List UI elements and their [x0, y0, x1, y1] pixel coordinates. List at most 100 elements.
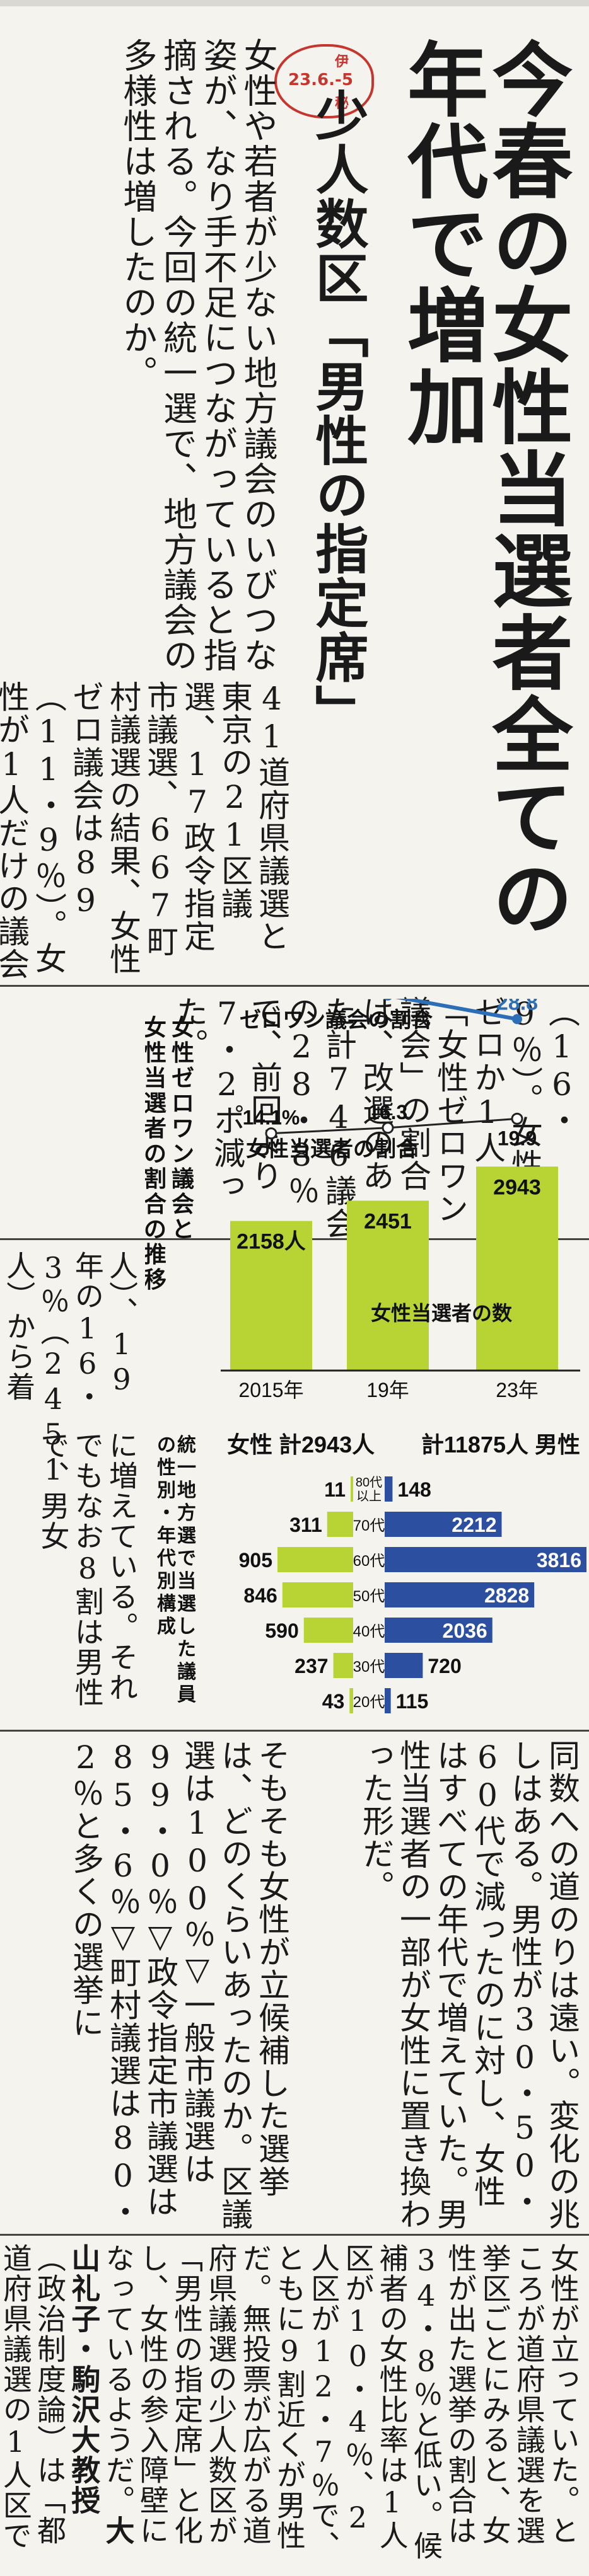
- chart2-age-label: 30代: [353, 1659, 385, 1676]
- chart2-title-char: 別: [157, 1480, 176, 1501]
- headline-main: 今春の女性当選者全ての年代で増加: [393, 38, 573, 939]
- chart2-bar-female: [351, 1476, 353, 1502]
- chart2-bar-female: [303, 1618, 353, 1643]
- chart1-title-char: 移: [145, 1267, 166, 1292]
- chart2-value-female: 11: [324, 1478, 346, 1501]
- chart2-value-male: 3816: [537, 1549, 581, 1572]
- chart2-value-male: 2036: [443, 1619, 487, 1642]
- chart2-bar-male: [385, 1582, 535, 1607]
- chart2-title-char: 員: [177, 1684, 196, 1705]
- chart2-title-char: 選: [177, 1526, 196, 1546]
- chart1-value-women: 16.3: [368, 1101, 407, 1124]
- chart2-value-female: 590: [265, 1619, 298, 1642]
- stamp-date: 23.6.-5: [288, 71, 353, 89]
- signature: 大山礼子・駒沢大教授: [67, 2243, 136, 2546]
- chart1-value-count: 2943: [493, 1175, 541, 1199]
- chart2-title-char: 構: [157, 1594, 176, 1614]
- paragraph-intro: 女性や若者が少ない地方議会のいびつな姿が、なり手不足につながっていると指摘される…: [117, 38, 277, 673]
- chart2-title-char: た: [177, 1639, 196, 1660]
- column-rule-1: [0, 985, 589, 987]
- chart2-bar-male: [385, 1547, 586, 1572]
- chart1-point-women: [265, 1127, 277, 1140]
- chart2-value-female: 905: [239, 1549, 272, 1572]
- chart1-value-women: 14.1%: [243, 1107, 300, 1129]
- chart2-title-char: 代: [156, 1548, 176, 1569]
- chart2-title-char: ・: [157, 1503, 176, 1524]
- chart1-title-char: 合: [145, 1191, 166, 1217]
- chart1-title-char: 性: [145, 1040, 166, 1066]
- chart2-bar-female: [349, 1688, 353, 1713]
- chart2-title-char: 別: [157, 1571, 176, 1592]
- chart2-bar-male: [385, 1618, 493, 1643]
- chart2-bar-female: [282, 1582, 353, 1607]
- chart2-bar-male: [385, 1653, 423, 1678]
- chart1-title-char: 選: [145, 1090, 166, 1116]
- chart2-value-male: 148: [397, 1478, 431, 1501]
- chart1-label-count: 女性当選者の数: [371, 1302, 513, 1325]
- chart1-label-women: 女性当選者の割合: [246, 1137, 417, 1161]
- chart1-bar-count: [476, 1166, 558, 1371]
- chart2-value-female: 846: [243, 1584, 277, 1607]
- chart2-title-char: 性: [157, 1458, 176, 1478]
- chart-zero-one-svg: 女性ゼロワン議会と女性当選者の割合の推移ゼロワン議会の割合女性当選者の割合42.…: [144, 948, 580, 1401]
- chart1-title-char: 女: [172, 1015, 194, 1040]
- chart1-title-char: 会: [172, 1191, 194, 1217]
- paragraph-steady: 人）、19年の16・3％（2451人）から着実: [0, 1251, 139, 1488]
- chart1-x-label: 19年: [366, 1379, 409, 1401]
- chart2-title-char: 議: [177, 1662, 196, 1682]
- chart2-bar-female: [327, 1512, 353, 1537]
- chart2-age-label: 70代: [353, 1517, 385, 1534]
- chart2-title-char: 方: [177, 1502, 196, 1524]
- chart2-bar-female: [277, 1547, 353, 1572]
- chart1-title-char: 当: [145, 1065, 166, 1091]
- headline-sub: 少人数区「男性の指定席」: [307, 88, 370, 739]
- paragraph-candidates: そもそも女性が立候補した選挙は、どのくらいあったのか。区議選は100％▽一般市議…: [67, 1739, 290, 2231]
- chart1-title-char: ロ: [172, 1090, 194, 1116]
- chart2-value-male: 720: [428, 1655, 461, 1677]
- chart2-title-char: 選: [177, 1594, 196, 1614]
- chart2-value-female: 311: [289, 1514, 322, 1536]
- chart1-point-women: [511, 1112, 523, 1125]
- column-rule-3: [0, 1730, 589, 1732]
- stamp-bottom: 秘: [335, 96, 349, 112]
- chart1-title-char: 者: [145, 1115, 166, 1141]
- chart2-value-male: 2828: [484, 1584, 529, 1607]
- date-stamp: 伊 23.6.-5 秘: [274, 44, 374, 118]
- chart1-bar-count: [347, 1200, 429, 1371]
- chart1-title-char: 割: [145, 1166, 166, 1192]
- chart1-title-char: の: [145, 1216, 166, 1242]
- paragraph-quote: （政治制度論）は「都道府県議選の1人区では、地域の有力政党が議席を独占し、対抗馬…: [0, 2243, 67, 2551]
- chart2-title-char: 統: [177, 1435, 196, 1456]
- chart2-title-char: 成: [157, 1616, 176, 1637]
- chart2-value-female: 237: [294, 1655, 328, 1677]
- chart2-header-female: 女性 計2943人: [227, 1432, 375, 1458]
- paragraph-results: 41道府県議選と東京の21区議選、17政令指定市議選、667町村議選の結果、女性…: [0, 681, 290, 980]
- chart2-age-label: 20代: [353, 1694, 385, 1711]
- chart1-title-char: ン: [172, 1141, 194, 1166]
- chart2-value-female: 43: [322, 1690, 345, 1713]
- chart1-title-char: 女: [145, 1015, 166, 1040]
- chart2-age-label: 50代: [353, 1588, 385, 1605]
- chart-age-gender: 統一地方選で当選した議員の性別・年代別構成女性 計2943人 計11875人 男性…: [145, 1427, 589, 1723]
- chart1-label-zero-one: ゼロワン議会の割合: [240, 1008, 433, 1032]
- chart1-point-zero-one: [383, 990, 393, 1001]
- paragraph-change: 同数への道のりは遠い。変化の兆しはある。男性が30・50・60代で減ったのに対し…: [358, 1739, 580, 2231]
- chart2-title-char: で: [177, 1548, 196, 1569]
- chart1-title-char: ゼ: [172, 1065, 194, 1091]
- column-rule-4: [0, 2234, 589, 2236]
- chart1-title-char: 議: [172, 1166, 194, 1192]
- chart1-x-label: 2015年: [238, 1379, 303, 1401]
- chart2-title-char: 年: [157, 1526, 176, 1546]
- paragraph-still: に増えている。それでもなお8割は男性で、男女: [36, 1430, 139, 1708]
- chart2-header-male: 計11875人 男性: [421, 1432, 580, 1458]
- chart2-age-label: 80代: [356, 1475, 382, 1490]
- chart2-value-male: 2212: [452, 1514, 496, 1536]
- chart1-point-zero-one: [512, 1014, 522, 1025]
- chart2-title-char: 当: [177, 1571, 196, 1592]
- chart2-value-male: 115: [396, 1690, 429, 1713]
- chart2-age-label: 以上: [356, 1489, 382, 1504]
- chart2-title-char: 地: [177, 1480, 196, 1501]
- chart2-bar-female: [333, 1653, 353, 1678]
- chart1-value-count: 2158人: [236, 1230, 306, 1254]
